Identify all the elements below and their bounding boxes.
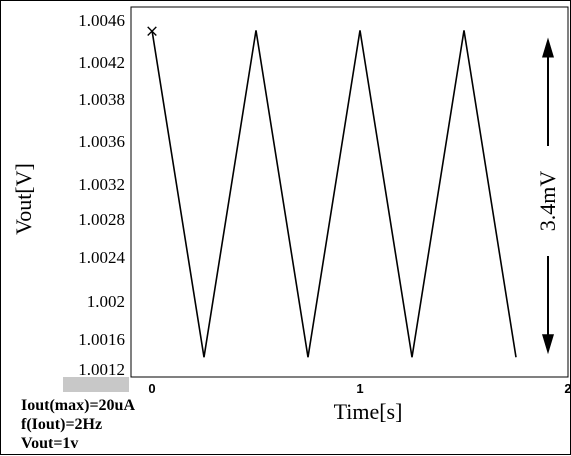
y-tick-label: 1.0046 — [78, 11, 125, 30]
y-tick-label: 1.002 — [87, 292, 125, 311]
x-tick-label: 0 — [148, 381, 155, 396]
series-line — [151, 30, 517, 358]
parameter-notes: Iout(max)=20uA f(Iout)=2Hz Vout=1v — [21, 396, 135, 453]
y-tick-label: 1.0012 — [78, 360, 125, 379]
plot-area — [130, 6, 569, 378]
x-tick-label: 1 — [356, 381, 363, 396]
y-tick-label: 1.0016 — [78, 330, 125, 349]
arrow-head-down — [542, 334, 554, 355]
param-iout-max: Iout(max)=20uA — [21, 397, 136, 414]
y-tick-label: 1.0024 — [78, 248, 125, 267]
y-tick-label: 1.0038 — [78, 90, 125, 109]
amplitude-label: 3.4mV — [535, 171, 560, 232]
y-tick-label: 1.0028 — [78, 210, 125, 229]
param-vout: Vout=1v — [21, 435, 79, 452]
x-axis-title: Time[s] — [334, 399, 403, 424]
y-tick-label: 1.0032 — [78, 175, 125, 194]
y-axis-ticks: 1.0012 1.0016 1.002 1.0024 1.0028 1.0032 1.003… — [78, 11, 125, 379]
x-axis-ticks: 0 1 2 — [148, 381, 571, 396]
series-group: × — [145, 21, 517, 358]
y-axis-title: Vout[V] — [11, 163, 36, 235]
y-tick-label: 1.0042 — [78, 53, 125, 72]
param-frequency: f(Iout)=2Hz — [21, 416, 103, 433]
y-tick-label: 1.0036 — [78, 132, 125, 151]
axis-corner-block — [63, 377, 129, 392]
start-marker: × — [145, 21, 159, 41]
arrow-head-up — [542, 37, 554, 58]
x-tick-label: 2 — [564, 381, 571, 396]
amplitude-annotation: 3.4mV — [535, 37, 560, 355]
